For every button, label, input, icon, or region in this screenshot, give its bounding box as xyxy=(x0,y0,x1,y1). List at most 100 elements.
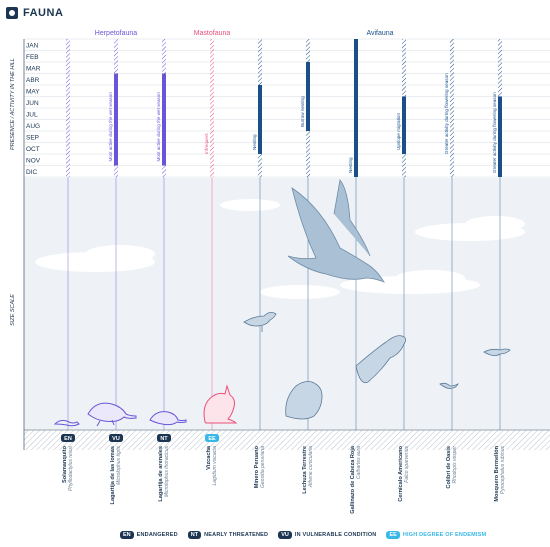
clouds xyxy=(35,199,525,299)
presence-bar xyxy=(66,39,70,177)
flycatcher-icon xyxy=(483,348,511,356)
kestrel-icon xyxy=(355,335,406,384)
species-latin-name: Microlophus tigris xyxy=(116,446,122,485)
species-common-name: Minero Peruano xyxy=(254,445,260,488)
presence-bar xyxy=(210,39,214,177)
activity-note: Burrow nesting xyxy=(300,96,305,127)
group-label-herpetofauna: Herpetofauna xyxy=(95,30,138,37)
species-column-6: Nesting Gallinazo de Cabeza Roja Cathartes… xyxy=(348,39,362,514)
owl-icon xyxy=(285,381,323,420)
group-labels: Herpetofauna Mastofauna Avifauna xyxy=(95,30,394,37)
activity-note: Most active during the wet season xyxy=(156,92,161,162)
month-label-may: MAY xyxy=(26,89,40,96)
month-label-oct: OCT xyxy=(26,146,40,153)
ground-strip xyxy=(24,430,550,450)
status-badge xyxy=(109,434,123,442)
legend-badge: EN xyxy=(120,531,134,539)
species-latin-name: Cathartes aura xyxy=(356,446,362,479)
species-common-name: Cernícalo Americano xyxy=(398,445,404,501)
status-badge xyxy=(61,434,75,442)
status-badge-label: NT xyxy=(160,436,168,442)
gecko-icon xyxy=(53,419,80,427)
page-header: FAUNA xyxy=(6,5,63,21)
month-label-dic: DIC xyxy=(26,169,38,176)
status-badge-label: EN xyxy=(64,436,72,442)
month-grid: JAN FEB MAR ABR MAY JUN JUL AUG SEP OCT NOV DIC xyxy=(23,38,550,450)
y-axis-title-size: SIZE SCALE xyxy=(10,294,16,326)
miner-bird-icon xyxy=(243,312,277,332)
conservation-legend: EN ENDANGERED NT NEARLY THREATENED VU IN VULN… xyxy=(120,531,486,539)
species-common-name: Colibrí de Oasis xyxy=(446,446,452,489)
legend-item-ee: EE HIGH DEGREE OF ENDEMISM xyxy=(386,531,486,539)
species-latin-name: Pyrocephalus rubinus xyxy=(500,446,506,495)
activity-bar xyxy=(402,96,406,154)
hummingbird-icon xyxy=(439,382,459,389)
month-label-abr: ABR xyxy=(26,77,40,84)
species-column-7: Upslope migration Cernícalo Americano Falc… xyxy=(396,39,410,502)
species-latin-name: Rhodopis vesper xyxy=(452,446,458,484)
species-latin-name: Athene cunicularia xyxy=(308,446,314,488)
month-label-feb: FEB xyxy=(26,54,39,61)
legend-item-en: EN ENDANGERED xyxy=(120,531,178,539)
vulture-icon xyxy=(287,179,385,283)
y-axis-title-presence: PRESENCE / ACTIVITY IN THE HILL xyxy=(10,58,16,150)
month-label-jun: JUN xyxy=(26,100,39,107)
species-column-2: Most active during the wet season NT Lagar… xyxy=(156,39,171,502)
vizcacha-icon xyxy=(203,384,238,424)
species-common-name: Lechuza Terrestre xyxy=(302,446,308,494)
lizard-small-icon xyxy=(149,411,187,426)
lizard-large-icon xyxy=(87,402,137,427)
status-badge-label: VU xyxy=(112,436,120,442)
activity-bar xyxy=(258,85,262,154)
legend-label: HIGH DEGREE OF ENDEMISM xyxy=(402,532,487,538)
legend-badge: VU xyxy=(278,531,292,539)
legend-label: ENDANGERED xyxy=(136,532,178,538)
month-label-aug: AUG xyxy=(26,123,40,130)
species-column-0: EN Solamanquito Phyllodactylus reissi xyxy=(61,39,75,491)
animal-illustrations xyxy=(53,179,511,427)
species-latin-name: Lagidium viscacia xyxy=(212,446,218,486)
activity-note: Infrequent xyxy=(204,133,209,154)
species-latin-name: Geositta peruviana xyxy=(260,446,266,488)
activity-bar xyxy=(114,73,118,166)
species-column-3: Infrequent EE Vizcacha Lagidium viscacia xyxy=(204,39,219,485)
month-label-nov: NOV xyxy=(26,158,41,165)
species-columns: EN Solamanquito Phyllodactylus reissi Most … xyxy=(61,39,506,514)
species-common-name: Gallinazo de Cabeza Roja xyxy=(350,445,356,514)
sky-background xyxy=(24,178,550,430)
species-common-name: Vizcacha xyxy=(206,445,212,470)
activity-note: Nesting xyxy=(348,157,353,173)
activity-note: Greater activity during flowering season xyxy=(492,92,497,173)
status-badge-label: EE xyxy=(208,436,216,442)
month-label-jan: JAN xyxy=(26,43,39,50)
activity-bar xyxy=(498,96,502,177)
month-label-jul: JUL xyxy=(26,112,38,119)
activity-note: Upslope migration xyxy=(396,113,401,150)
species-latin-name: Falco sparverius xyxy=(404,446,410,483)
activity-note: Nesting xyxy=(252,134,257,150)
activity-bar xyxy=(306,62,310,131)
month-label-mar: MAR xyxy=(26,66,41,73)
status-badge xyxy=(157,434,171,442)
species-common-name: Solamanquito xyxy=(62,445,68,483)
page-title: FAUNA xyxy=(23,7,64,19)
activity-bar xyxy=(162,73,166,166)
legend-label: NEARLY THREATENED xyxy=(204,532,269,538)
species-common-name: Lagartija de las lomas xyxy=(110,446,116,504)
group-label-mastofauna: Mastofauna xyxy=(194,30,231,37)
species-column-1: Most active during the wet season VU Lagar… xyxy=(108,39,123,504)
legend-badge: NT xyxy=(187,531,202,539)
group-label-avifauna: Avifauna xyxy=(366,30,393,37)
activity-bar xyxy=(354,39,358,177)
activity-note: Most active during the wet season xyxy=(108,92,113,162)
legend-item-nt: NT NEARLY THREATENED xyxy=(187,531,269,539)
species-common-name: Lagartija de arenales xyxy=(158,446,164,502)
fauna-logo-icon xyxy=(6,7,18,19)
legend-item-vu: VU IN VULNERABLE CONDITION xyxy=(278,531,376,539)
status-badge xyxy=(205,434,219,442)
presence-bar xyxy=(450,39,454,177)
species-latin-name: Microlophus thoracicus xyxy=(164,446,170,498)
species-common-name: Mosquero Bermellón xyxy=(494,445,500,501)
species-latin-name: Phyllodactylus reissi xyxy=(68,445,74,491)
